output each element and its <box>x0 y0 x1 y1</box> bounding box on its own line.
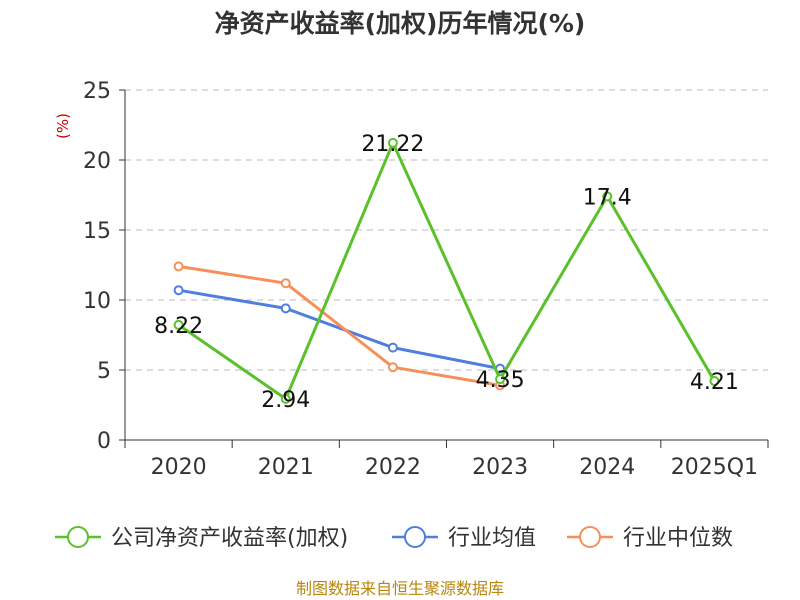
data-label: 21.22 <box>361 132 424 157</box>
chart-title: 净资产收益率(加权)历年情况(%) <box>215 9 586 38</box>
data-point <box>280 278 291 289</box>
data-point <box>709 376 720 387</box>
data-label: 17.4 <box>583 185 632 210</box>
x-tick-labels: 2020 2021 2022 2023 2024 2025Q1 <box>151 455 758 480</box>
data-point <box>602 191 613 202</box>
data-point <box>387 362 398 373</box>
y-tick-label: 10 <box>83 289 111 314</box>
x-tick-label: 2024 <box>579 455 635 480</box>
data-point <box>173 319 184 330</box>
y-tick-label: 20 <box>83 149 111 174</box>
data-point <box>387 137 398 148</box>
y-tick-label: 5 <box>97 359 111 384</box>
legend-marker <box>404 526 426 548</box>
series-lines <box>173 137 720 404</box>
series-line <box>178 264 501 387</box>
data-point <box>173 285 184 296</box>
x-tick-label: 2023 <box>472 455 528 480</box>
data-labels: 8.22 2.94 21.22 4.35 17.4 4.21 <box>154 132 739 413</box>
x-tick-label: 2025Q1 <box>671 455 758 480</box>
data-point <box>280 393 291 404</box>
data-label: 4.21 <box>690 370 739 395</box>
data-point <box>495 374 506 385</box>
x-tick-label: 2021 <box>258 455 314 480</box>
axes <box>119 89 769 448</box>
legend: 公司净资产收益率(加权) 行业均值 行业中位数 <box>55 526 733 551</box>
legend-label: 公司净资产收益率(加权) <box>111 526 348 551</box>
series-line <box>177 141 716 401</box>
data-point <box>173 261 184 272</box>
data-label: 2.94 <box>261 388 310 413</box>
series-line <box>178 288 501 371</box>
y-tick-labels: 0 5 10 15 20 25 <box>83 79 111 454</box>
legend-label: 行业中位数 <box>623 526 733 551</box>
data-point <box>280 303 291 314</box>
y-tick-label: 25 <box>83 79 111 104</box>
source-note: 制图数据来自恒生聚源数据库 <box>296 579 504 598</box>
legend-label: 行业均值 <box>448 526 536 551</box>
legend-marker <box>67 526 89 548</box>
x-tick-label: 2022 <box>365 455 421 480</box>
grid-lines <box>125 89 768 371</box>
x-tick-label: 2020 <box>151 455 207 480</box>
legend-marker <box>579 526 601 548</box>
y-axis-label: (%) <box>54 113 72 139</box>
data-label: 8.22 <box>154 314 203 339</box>
y-tick-label: 0 <box>97 429 111 454</box>
data-label: 4.35 <box>476 368 525 393</box>
data-point <box>387 342 398 353</box>
y-tick-label: 15 <box>83 219 111 244</box>
